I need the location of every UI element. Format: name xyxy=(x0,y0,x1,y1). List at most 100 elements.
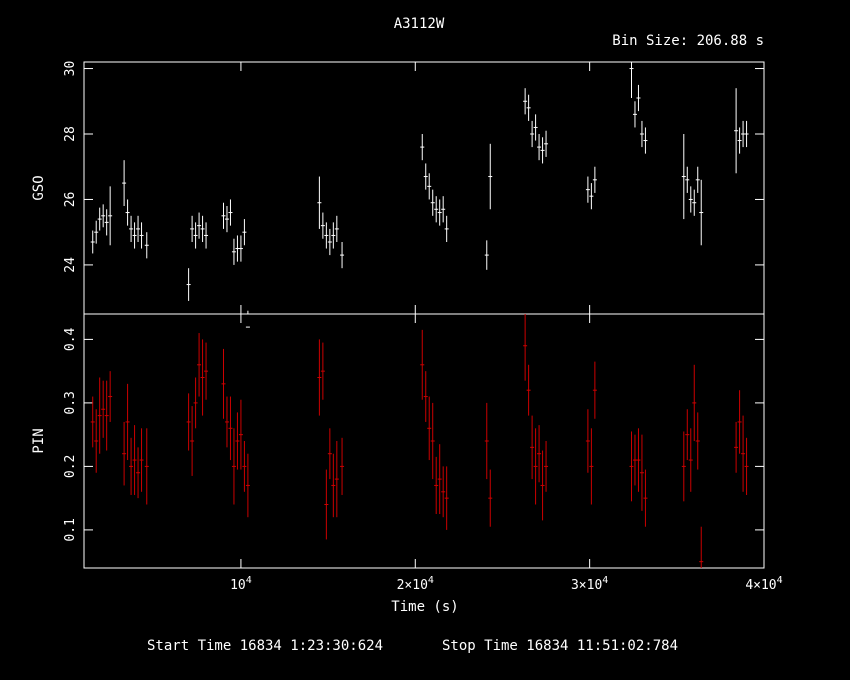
pin-data-point xyxy=(136,447,141,499)
gso-data-point xyxy=(242,219,247,246)
pin-data-point xyxy=(437,444,442,515)
gso-data-point xyxy=(585,176,590,203)
gso-data-point xyxy=(699,179,704,246)
pin-y-axis-label: PIN xyxy=(31,428,47,453)
pin-data-point xyxy=(204,342,209,400)
gso-data-point xyxy=(430,189,435,216)
gso-data-point xyxy=(136,215,141,242)
pin-ytick-label: 0.3 xyxy=(63,391,78,414)
pin-data-point xyxy=(331,453,336,518)
pin-data-point xyxy=(420,329,425,400)
x-axis-label: Time (s) xyxy=(391,599,458,615)
gso-frame xyxy=(83,61,765,315)
gso-data-point xyxy=(228,199,233,226)
start-time-label: Start Time 16834 1:23:30:624 xyxy=(147,638,383,654)
gso-data-point xyxy=(423,163,428,190)
pin-data-point xyxy=(101,380,106,438)
gso-data-point xyxy=(97,207,102,231)
pin-data-point xyxy=(324,469,329,540)
gso-data-point xyxy=(334,215,339,242)
pin-data-point xyxy=(245,453,250,518)
pin-data-point xyxy=(585,409,590,473)
pin-data-point xyxy=(129,437,134,495)
pin-data-point xyxy=(734,421,739,473)
gso-data-point xyxy=(540,137,545,164)
pin-data-point xyxy=(530,415,535,480)
gso-data-point xyxy=(695,166,700,193)
gso-data-point xyxy=(204,222,209,249)
stop-time-label: Stop Time 16834 11:51:02:784 xyxy=(442,638,678,654)
pin-data-point xyxy=(108,371,113,422)
gso-data-point xyxy=(484,240,489,270)
pin-data-point xyxy=(692,364,697,441)
pin-data-point xyxy=(327,428,332,480)
gso-data-point xyxy=(734,88,739,174)
gso-panel: 24 26 28 30 xyxy=(63,61,765,328)
pin-data-point xyxy=(444,466,449,530)
pin-data-point xyxy=(540,450,545,521)
gso-data-point xyxy=(688,186,693,213)
pin-data-point xyxy=(97,377,102,454)
pin-data-point xyxy=(197,333,202,397)
pin-data-point xyxy=(632,434,637,486)
gso-data-point xyxy=(544,130,549,157)
gso-data-point xyxy=(197,212,202,239)
gso-data-point xyxy=(186,268,191,301)
gso-ytick-label: 28 xyxy=(63,126,78,142)
gso-data-point xyxy=(122,160,127,206)
pin-data-point xyxy=(685,409,690,461)
gso-data-point xyxy=(245,310,250,328)
gso-data-point xyxy=(523,88,528,115)
pin-frame xyxy=(83,313,765,569)
gso-data-point xyxy=(331,222,336,249)
pin-data-point xyxy=(592,361,597,419)
gso-data-point xyxy=(643,127,648,154)
pin-data-point xyxy=(317,339,322,416)
gso-data-point xyxy=(589,183,594,210)
pin-data-point xyxy=(488,469,493,527)
gso-data-point xyxy=(132,222,137,249)
pin-data-point xyxy=(104,380,109,451)
gso-data-point xyxy=(636,84,641,112)
x-axis-ticks: 104 2×104 3×104 4×104 xyxy=(230,575,783,593)
x-tick-label: 4×104 xyxy=(745,575,782,593)
pin-data-point xyxy=(340,437,345,495)
pin-data-point xyxy=(699,526,704,568)
pin-data-point xyxy=(737,390,742,454)
gso-data-point xyxy=(530,120,535,148)
gso-data-point xyxy=(744,120,749,148)
pin-data-point xyxy=(242,441,247,492)
pin-data-point xyxy=(228,396,233,461)
gso-data-point xyxy=(144,232,149,259)
pin-data-point xyxy=(320,342,325,400)
gso-data-point xyxy=(221,202,226,229)
pin-data-point xyxy=(193,377,198,429)
pin-data-point xyxy=(643,469,648,527)
gso-y-axis-label: GSO xyxy=(31,175,47,200)
gso-data-point xyxy=(632,101,637,128)
pin-ytick-label: 0.4 xyxy=(63,327,78,351)
gso-data-point xyxy=(437,199,442,226)
pin-data-point xyxy=(90,396,95,448)
gso-ytick-label: 30 xyxy=(63,61,78,77)
gso-data-point xyxy=(441,196,446,223)
pin-data-point xyxy=(94,409,99,473)
gso-data-point xyxy=(444,215,449,242)
gso-data-point xyxy=(190,215,195,242)
gso-data-point xyxy=(741,120,746,148)
pin-data-point xyxy=(200,339,205,416)
gso-data-point xyxy=(139,222,144,249)
gso-data-point xyxy=(327,228,332,256)
pin-data-point xyxy=(434,456,439,515)
gso-data-point xyxy=(692,189,697,216)
gso-data-point xyxy=(235,235,240,262)
gso-data-point xyxy=(108,186,113,246)
gso-data-point xyxy=(533,114,538,141)
x-tick-label: 2×104 xyxy=(397,575,434,593)
gso-data-point xyxy=(231,238,236,265)
gso-data-point xyxy=(537,134,542,161)
pin-data-point xyxy=(186,393,191,451)
pin-data-point xyxy=(144,428,149,505)
pin-data-point xyxy=(139,428,144,492)
pin-data-point xyxy=(441,466,446,518)
